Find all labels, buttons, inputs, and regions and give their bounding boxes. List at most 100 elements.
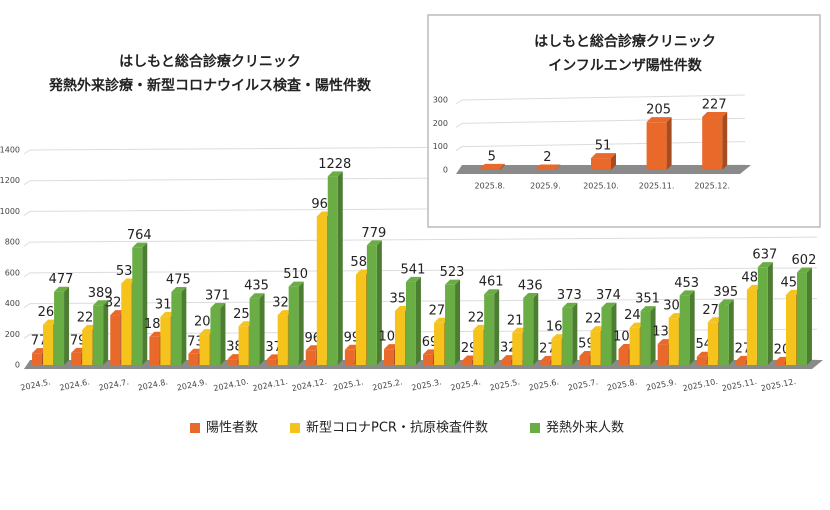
y-tick-label: 400 [5,299,20,308]
value-label: 51 [595,139,612,154]
bar-side [64,286,70,365]
value-label: 453 [674,276,699,291]
bar [591,158,611,170]
bar [540,360,551,365]
bar-group [796,267,812,365]
bar [535,169,556,171]
bar [601,307,612,365]
bar-top [132,242,148,248]
bar-top [796,267,812,273]
bar [327,176,338,365]
bar [210,308,221,365]
bar-group [535,164,561,171]
bar-group [445,279,461,365]
bar-top [288,281,304,287]
bar [479,168,500,170]
grid-line [455,94,746,105]
bar [579,355,590,365]
legend-swatch [530,423,540,433]
y-tick-label: 200 [5,330,20,339]
bar [316,216,327,365]
bar [43,324,54,365]
value-label: 510 [283,267,308,282]
value-label: 602 [792,253,817,268]
bar [277,315,288,365]
value-label: 205 [646,103,671,118]
bar-group [757,262,773,365]
bar-group [679,290,695,365]
bar-side [220,303,226,365]
bar-top [366,240,382,246]
bar-group [327,171,343,365]
value-label: 461 [479,275,504,290]
value-label: 2 [543,150,551,165]
value-label: 523 [440,265,465,280]
value-label: 351 [635,292,660,307]
legend-swatch [190,423,200,433]
bar [774,361,785,365]
bar [288,286,299,365]
x-tick-label: 2025.12. [694,182,730,191]
bar [199,334,210,365]
value-label: 475 [166,273,191,288]
bar-top [479,163,505,169]
legend-swatch [290,423,300,433]
bar-top [523,293,539,299]
bar-group [479,163,505,170]
bar-group [93,300,109,365]
bar-group [646,117,672,170]
bar [473,329,484,365]
bar-side [611,302,617,365]
bar-top [562,302,578,308]
bar-side [298,281,304,365]
bar-side [455,279,461,365]
bar [629,327,640,365]
bar [423,354,434,365]
bar-top [249,293,265,299]
bar-group [366,240,382,365]
bar-side [494,289,500,365]
chart-title: はしもと総合診療クリニック [534,33,716,50]
bar-side [689,290,695,365]
bar [718,304,729,365]
bar [646,122,667,170]
x-tick-label: 2025.8. [475,182,506,191]
inset-panel [427,14,821,228]
bar [54,291,65,365]
bar-side [103,300,109,365]
bar-top [591,153,616,159]
grid-line [23,236,818,247]
value-label: 373 [557,288,582,303]
bar [383,349,394,365]
y-tick-label: 100 [433,142,448,151]
y-tick-label: 1200 [0,176,20,185]
grid-line [23,267,818,278]
legend-label: 新型コロナPCR・抗原検査件数 [306,420,488,436]
y-tick-label: 0 [443,166,448,175]
bar [512,332,523,365]
bar [484,294,495,365]
bar-top [171,287,187,293]
chart-title: はしもと総合診療クリニック [119,53,301,70]
grid-line [23,298,818,308]
legend-label: 発熱外来人数 [546,421,624,436]
bar [405,281,416,365]
bar [266,359,277,365]
bar-top [445,279,461,285]
y-tick-label: 200 [433,119,448,128]
bar [238,326,249,365]
bar-group [640,306,656,365]
chart-title: インフルエンザ陽性件数 [548,57,703,74]
bar-side [666,117,672,170]
bar-top [601,302,617,308]
bar [618,349,629,365]
value-label: 779 [361,226,386,241]
bar-top [718,299,734,305]
value-label: 227 [702,98,727,113]
bar-side [376,240,382,365]
bar-top [535,164,561,170]
bar [640,311,651,365]
bar [445,284,456,365]
value-label: 1228 [318,157,351,172]
